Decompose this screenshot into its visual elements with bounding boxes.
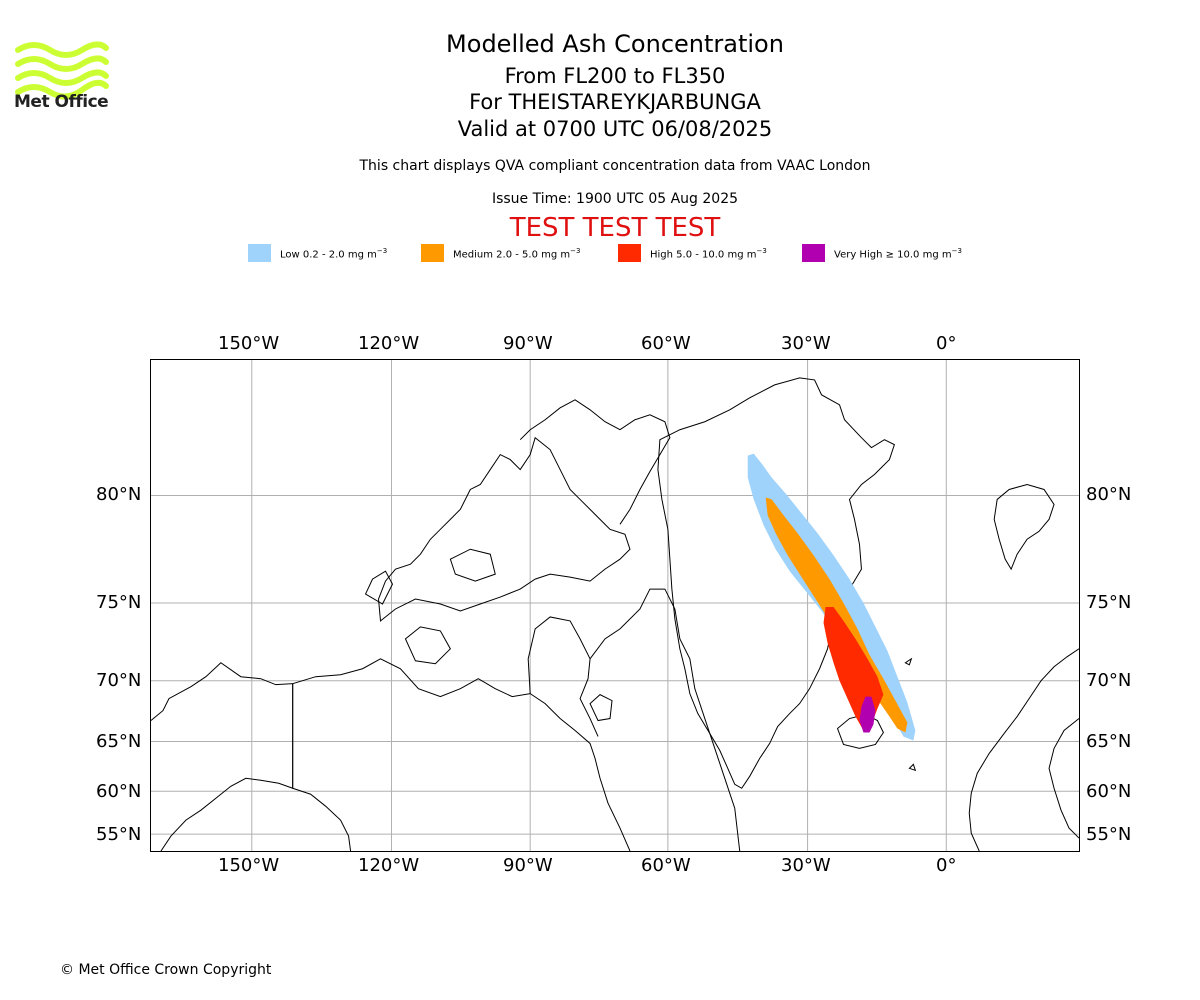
coast-faroe xyxy=(908,763,917,772)
lat-tick-left: 70°N xyxy=(96,670,142,691)
legend-unit-sup: −3 xyxy=(756,247,767,255)
coast-alaska-south xyxy=(292,787,352,851)
lon-tick-bottom: 120°W xyxy=(358,855,420,876)
lon-tick-bottom: 0° xyxy=(936,855,957,876)
lon-tick-bottom: 150°W xyxy=(218,855,280,876)
legend-swatch-medium xyxy=(421,244,444,262)
lat-tick-left: 65°N xyxy=(96,731,142,752)
logo-text: Met Office xyxy=(14,92,109,112)
lat-tick-right: 65°N xyxy=(1086,731,1132,752)
coast-scandinavia-inner xyxy=(1048,718,1079,839)
ash-map xyxy=(150,359,1080,852)
lon-tick-top: 30°W xyxy=(781,333,831,354)
graticule xyxy=(151,360,1079,851)
lat-tick-left: 55°N xyxy=(96,824,142,845)
legend-label-high: High 5.0 - 10.0 mg m xyxy=(650,249,757,261)
lon-tick-top: 120°W xyxy=(358,333,420,354)
lat-tick-right: 60°N xyxy=(1086,781,1132,802)
coast-island-2 xyxy=(404,626,451,665)
lon-tick-top: 150°W xyxy=(218,333,280,354)
issue-time: Issue Time: 1900 UTC 05 Aug 2025 xyxy=(491,191,739,207)
coast-island-1 xyxy=(364,570,394,605)
legend-unit-sup: −3 xyxy=(570,247,581,255)
lat-tick-right: 55°N xyxy=(1086,824,1132,845)
chart-title: Modelled Ash Concentration xyxy=(446,30,784,58)
lat-tick-left: 60°N xyxy=(96,781,142,802)
legend-label-medium: Medium 2.0 - 5.0 mg m xyxy=(453,249,571,261)
coast-arctic-islands xyxy=(378,436,631,622)
lat-tick-right: 80°N xyxy=(1086,484,1132,505)
legend-unit-sup: −3 xyxy=(951,247,962,255)
legend-swatch-very-high xyxy=(802,244,825,262)
map-background xyxy=(151,360,1079,851)
lat-tick-left: 80°N xyxy=(96,484,142,505)
legend-unit-sup: −3 xyxy=(376,247,388,255)
lon-tick-top: 60°W xyxy=(641,333,691,354)
ash-very-high-area xyxy=(859,696,876,733)
lat-tick-right: 70°N xyxy=(1086,670,1132,691)
lon-tick-top: 90°W xyxy=(503,333,553,354)
valid-time: Valid at 0700 UTC 06/08/2025 xyxy=(457,117,773,141)
lon-tick-bottom: 60°W xyxy=(641,855,691,876)
coast-scandinavia xyxy=(968,648,1079,851)
lon-tick-bottom: 90°W xyxy=(503,855,553,876)
coast-iceland xyxy=(836,714,884,749)
met-office-logo xyxy=(15,41,109,100)
chart-description: This chart displays QVA compliant concen… xyxy=(359,158,871,174)
coast-island-3 xyxy=(449,548,496,582)
flight-level-range: From FL200 to FL350 xyxy=(504,64,726,88)
legend-swatch-low xyxy=(248,244,271,262)
lat-tick-right: 75°N xyxy=(1086,592,1132,613)
coast-svalbard xyxy=(993,483,1055,571)
coast-canada xyxy=(292,658,631,851)
legend-swatch-high xyxy=(618,244,641,262)
legend-label-very-high: Very High ≥ 10.0 mg m xyxy=(834,249,952,261)
test-banner: TEST TEST TEST xyxy=(509,213,721,243)
coast-hudson-bay xyxy=(527,616,599,737)
coast-ellesmere xyxy=(519,399,671,525)
lon-tick-bottom: 30°W xyxy=(781,855,831,876)
lon-tick-top: 0° xyxy=(936,333,957,354)
lat-tick-left: 75°N xyxy=(96,592,142,613)
ash-plume xyxy=(747,453,916,741)
coast-jan-mayen xyxy=(904,657,913,666)
legend-label-low: Low 0.2 - 2.0 mg m xyxy=(280,249,377,261)
coast-baffin xyxy=(589,588,741,851)
volcano-name: For THEISTAREYKJARBUNGA xyxy=(469,90,761,114)
coast-island-4 xyxy=(589,694,613,722)
copyright: © Met Office Crown Copyright xyxy=(60,962,272,978)
